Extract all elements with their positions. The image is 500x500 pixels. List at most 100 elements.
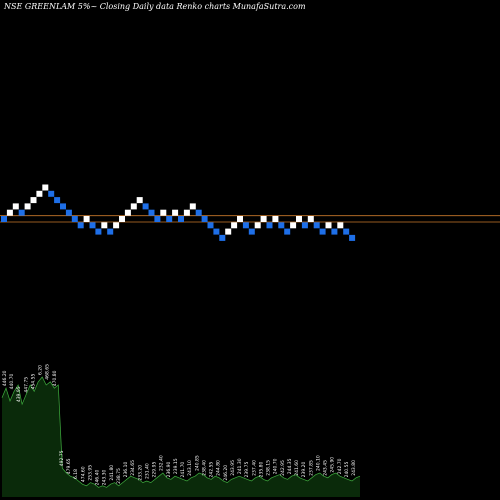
volume-label-21: 229.95	[152, 462, 158, 478]
volume-label-23: 236.90	[166, 462, 172, 478]
renko-brick-7	[42, 184, 49, 191]
renko-brick-46	[272, 216, 279, 222]
renko-brick-34	[201, 216, 208, 222]
renko-bricks	[1, 184, 356, 241]
volume-label-43: 237.85	[308, 460, 314, 476]
volume-label-30: 244.80	[216, 460, 222, 476]
volume-label-37: 238.15	[266, 460, 272, 476]
renko-brick-29	[172, 209, 179, 216]
renko-brick-38	[225, 228, 232, 235]
renko-brick-3	[18, 209, 25, 216]
renko-brick-52	[307, 216, 314, 222]
renko-brick-48	[284, 228, 291, 235]
renko-brick-27	[160, 209, 167, 216]
renko-brick-5	[30, 197, 37, 204]
volume-fill	[2, 377, 360, 497]
volume-label-26: 243.10	[187, 460, 193, 476]
volume-label-41: 241.60	[294, 460, 300, 476]
volume-label-7: 470.80	[52, 370, 58, 386]
volume-label-11: 474.60	[80, 466, 86, 482]
renko-brick-51	[301, 222, 308, 229]
renko-brick-36	[213, 228, 220, 235]
volume-label-40: 244.35	[287, 458, 293, 474]
renko-brick-4	[24, 203, 31, 210]
volume-label-16: 238.75	[116, 468, 122, 484]
renko-brick-10	[60, 203, 66, 210]
renko-brick-26	[154, 216, 161, 222]
volume-label-14: 243.30	[102, 470, 108, 486]
volume-label-22: 232.40	[159, 455, 165, 471]
volume-label-31: 246.20	[223, 465, 229, 481]
renko-brick-8	[48, 190, 55, 197]
renko-brick-43	[254, 222, 261, 229]
renko-brick-53	[313, 222, 320, 229]
volume-label-25: 241.70	[180, 462, 186, 478]
volume-label-32: 243.95	[230, 460, 236, 476]
volume-label-6: 468.65	[45, 364, 51, 380]
renko-brick-9	[54, 197, 61, 204]
renko-brick-57	[337, 222, 344, 229]
renko-brick-45	[266, 222, 273, 229]
volume-line	[1, 376, 361, 488]
volume-label-20: 231.40	[144, 463, 150, 479]
renko-brick-22	[130, 203, 137, 210]
renko-brick-40	[237, 216, 243, 222]
volume-label-47: 242.70	[337, 458, 343, 474]
renko-brick-33	[195, 209, 202, 216]
renko-brick-50	[296, 216, 302, 222]
renko-brick-14	[83, 216, 90, 222]
volume-label-2: 439.95	[16, 386, 22, 402]
renko-brick-16	[95, 228, 102, 235]
volume-label-15: 241.80	[109, 465, 115, 481]
renko-brick-41	[242, 222, 249, 229]
renko-brick-58	[343, 228, 350, 235]
volume-label-39: 242.95	[280, 460, 286, 476]
renko-brick-1	[6, 209, 13, 216]
volume-label-0: 446.20	[2, 370, 8, 386]
renko-brick-12	[71, 216, 78, 222]
renko-brick-37	[219, 234, 226, 241]
volume-label-46: 245.90	[330, 457, 336, 473]
renko-brick-31	[183, 209, 190, 216]
renko-brick-0	[1, 216, 7, 222]
renko-brick-44	[260, 216, 267, 222]
volume-label-10: 6.18	[73, 469, 79, 479]
volume-label-34: 239.75	[244, 462, 250, 478]
volume-label-3: 447.75	[23, 377, 29, 393]
renko-brick-2	[12, 203, 19, 210]
volume-label-5: 6.20	[38, 365, 44, 375]
renko-brick-11	[65, 209, 72, 216]
volume-label-4: 454.55	[31, 374, 37, 390]
volume-label-44: 240.10	[315, 455, 321, 471]
renko-brick-49	[290, 222, 297, 229]
renko-brick-59	[349, 234, 356, 241]
volume-label-35: 237.40	[251, 460, 257, 476]
volume-label-49: 243.80	[351, 460, 357, 476]
renko-brick-28	[166, 216, 173, 222]
renko-brick-25	[148, 209, 155, 216]
renko-brick-32	[189, 203, 196, 210]
renko-brick-39	[231, 222, 238, 229]
renko-brick-24	[142, 203, 149, 210]
volume-label-42: 239.20	[301, 461, 307, 477]
renko-brick-56	[331, 228, 338, 235]
volume-label-33: 241.30	[237, 458, 243, 474]
volume-label-45: 243.45	[323, 460, 329, 476]
volume-label-48: 240.55	[344, 462, 350, 478]
volume-label-38: 240.70	[273, 458, 279, 474]
volume-label-24: 239.15	[173, 458, 179, 474]
volume-label-28: 238.40	[201, 460, 207, 476]
renko-brick-18	[107, 228, 114, 235]
level-lines	[0, 215, 500, 223]
renko-brick-21	[124, 209, 131, 216]
renko-brick-55	[325, 222, 332, 229]
renko-brick-17	[101, 222, 108, 229]
renko-brick-20	[119, 216, 125, 222]
renko-brick-19	[113, 222, 120, 229]
volume-area	[1, 376, 361, 497]
volume-label-13: 246.40	[95, 470, 101, 486]
renko-brick-6	[36, 190, 43, 197]
renko-brick-35	[207, 222, 214, 229]
